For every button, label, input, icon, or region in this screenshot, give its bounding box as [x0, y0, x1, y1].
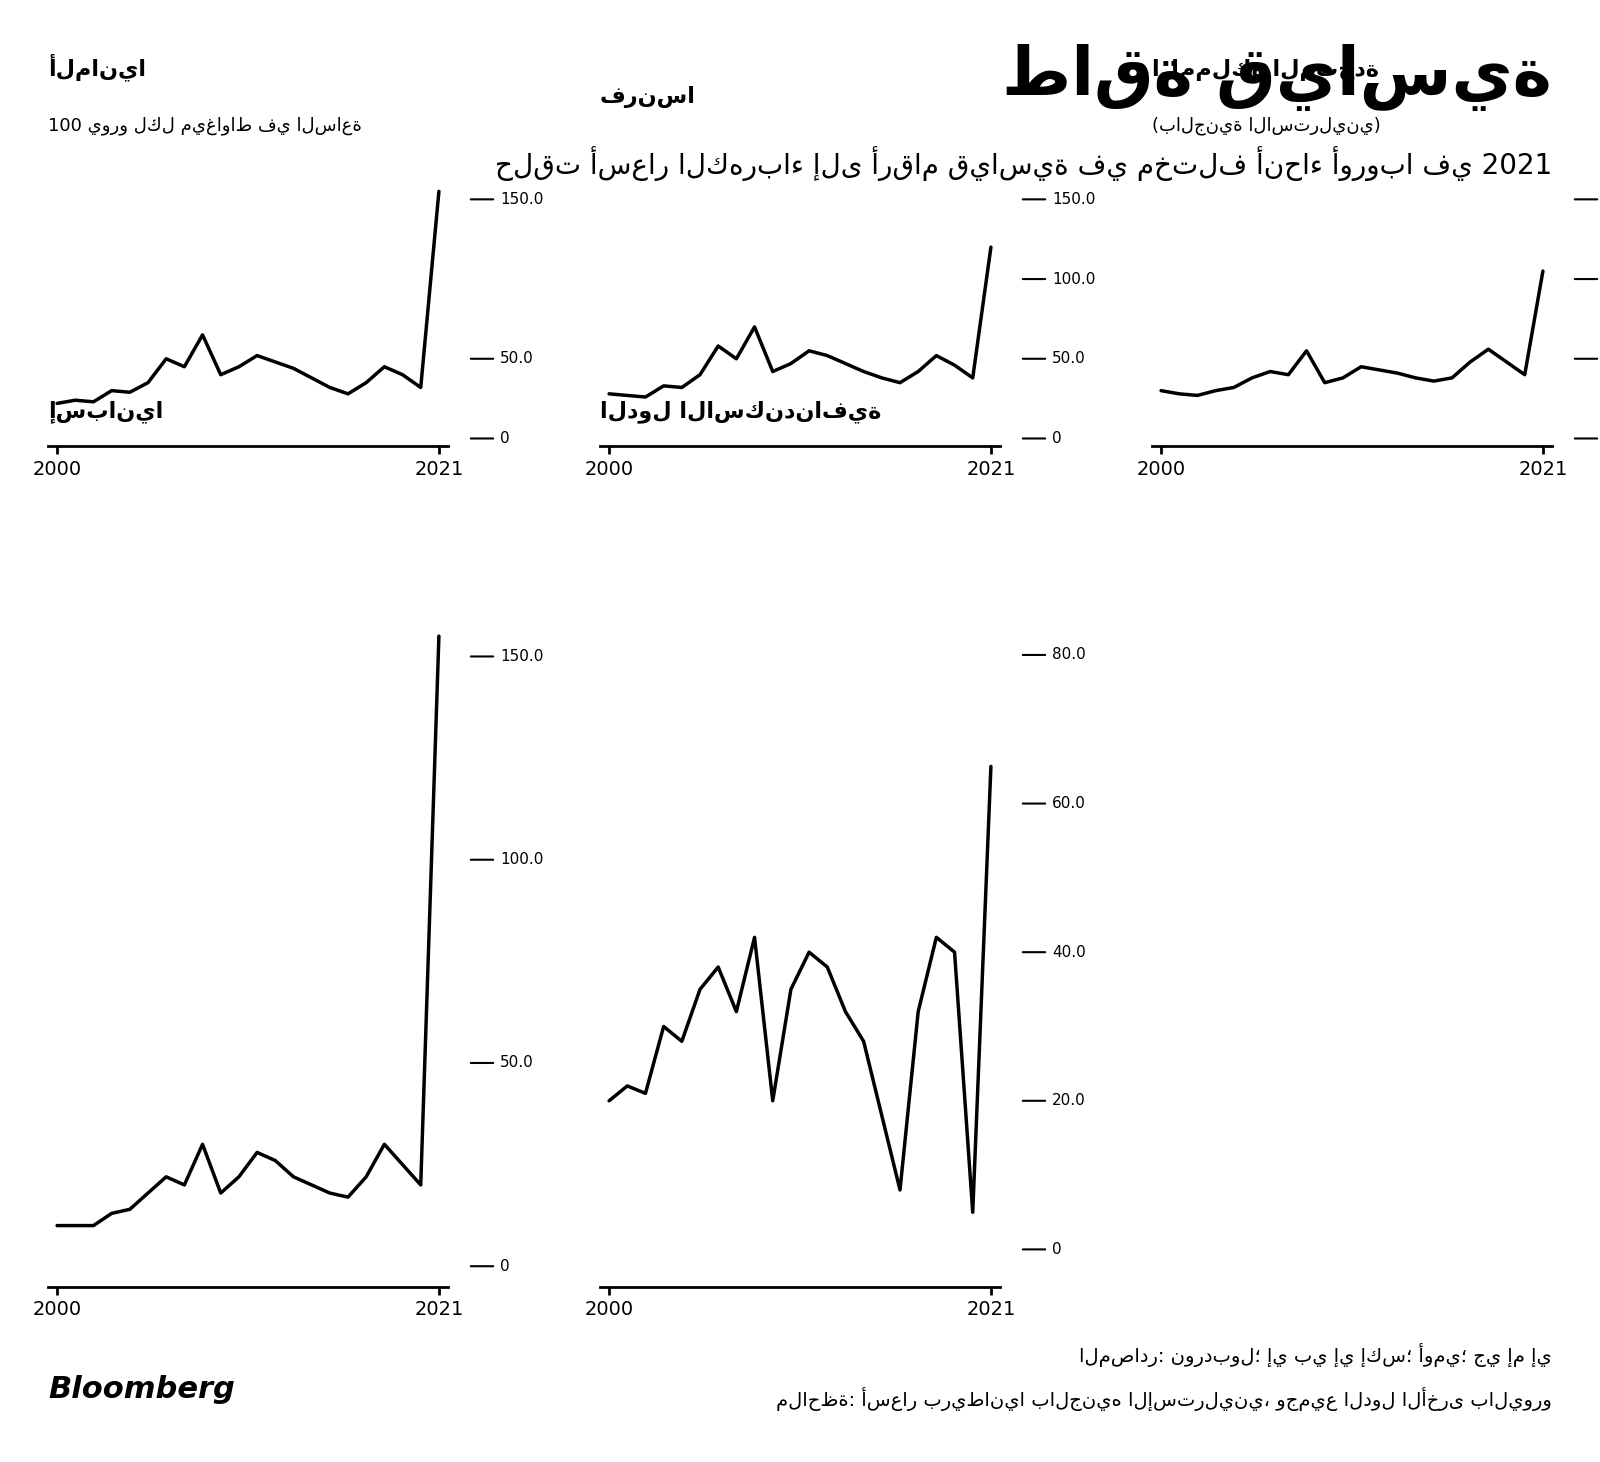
Text: 150.0: 150.0 — [499, 649, 544, 664]
Text: 100.0: 100.0 — [1053, 272, 1096, 287]
Text: 50.0: 50.0 — [1053, 351, 1086, 367]
Text: طاقة قياسية: طاقة قياسية — [1002, 44, 1552, 111]
Text: 150.0: 150.0 — [499, 192, 544, 206]
Text: 0: 0 — [1053, 431, 1062, 446]
Text: ملاحظة: أسعار بريطانيا بالجنيه الإسترليني، وجميع الدول الأخرى باليورو: ملاحظة: أسعار بريطانيا بالجنيه الإسترلين… — [776, 1386, 1552, 1411]
Text: 60.0: 60.0 — [1053, 797, 1086, 811]
Text: 40.0: 40.0 — [1053, 944, 1086, 959]
Text: 20.0: 20.0 — [1053, 1094, 1086, 1108]
Text: 0: 0 — [1053, 1241, 1062, 1257]
Text: 0: 0 — [499, 1259, 510, 1273]
Text: فرنسا: فرنسا — [600, 86, 696, 108]
Text: 150.0: 150.0 — [1053, 192, 1096, 206]
Text: ألمانيا: ألمانيا — [48, 53, 146, 80]
Text: 0: 0 — [499, 431, 510, 446]
Text: 50.0: 50.0 — [499, 1056, 534, 1070]
Text: Bloomberg: Bloomberg — [48, 1374, 235, 1404]
Text: المصادر: نوردبول؛ إي بي إي إكس؛ أومي؛ جي إم إي: المصادر: نوردبول؛ إي بي إي إكس؛ أومي؛ جي… — [1080, 1342, 1552, 1367]
Text: إسبانيا: إسبانيا — [48, 401, 163, 423]
Text: 100 يورو لكل ميغاواط في الساعة: 100 يورو لكل ميغاواط في الساعة — [48, 115, 362, 135]
Text: الدول الاسكندنافية: الدول الاسكندنافية — [600, 401, 882, 423]
Text: المملكة المتحدة: المملكة المتحدة — [1152, 58, 1379, 80]
Text: 50.0: 50.0 — [499, 351, 534, 367]
Text: 100.0: 100.0 — [499, 852, 544, 867]
Text: حلقت أسعار الكهرباء إلى أرقام قياسية في مختلف أنحاء أوروبا في 2021: حلقت أسعار الكهرباء إلى أرقام قياسية في … — [494, 146, 1552, 181]
Text: 80.0: 80.0 — [1053, 648, 1086, 662]
Text: (بالجنية الاسترليني): (بالجنية الاسترليني) — [1152, 115, 1381, 135]
